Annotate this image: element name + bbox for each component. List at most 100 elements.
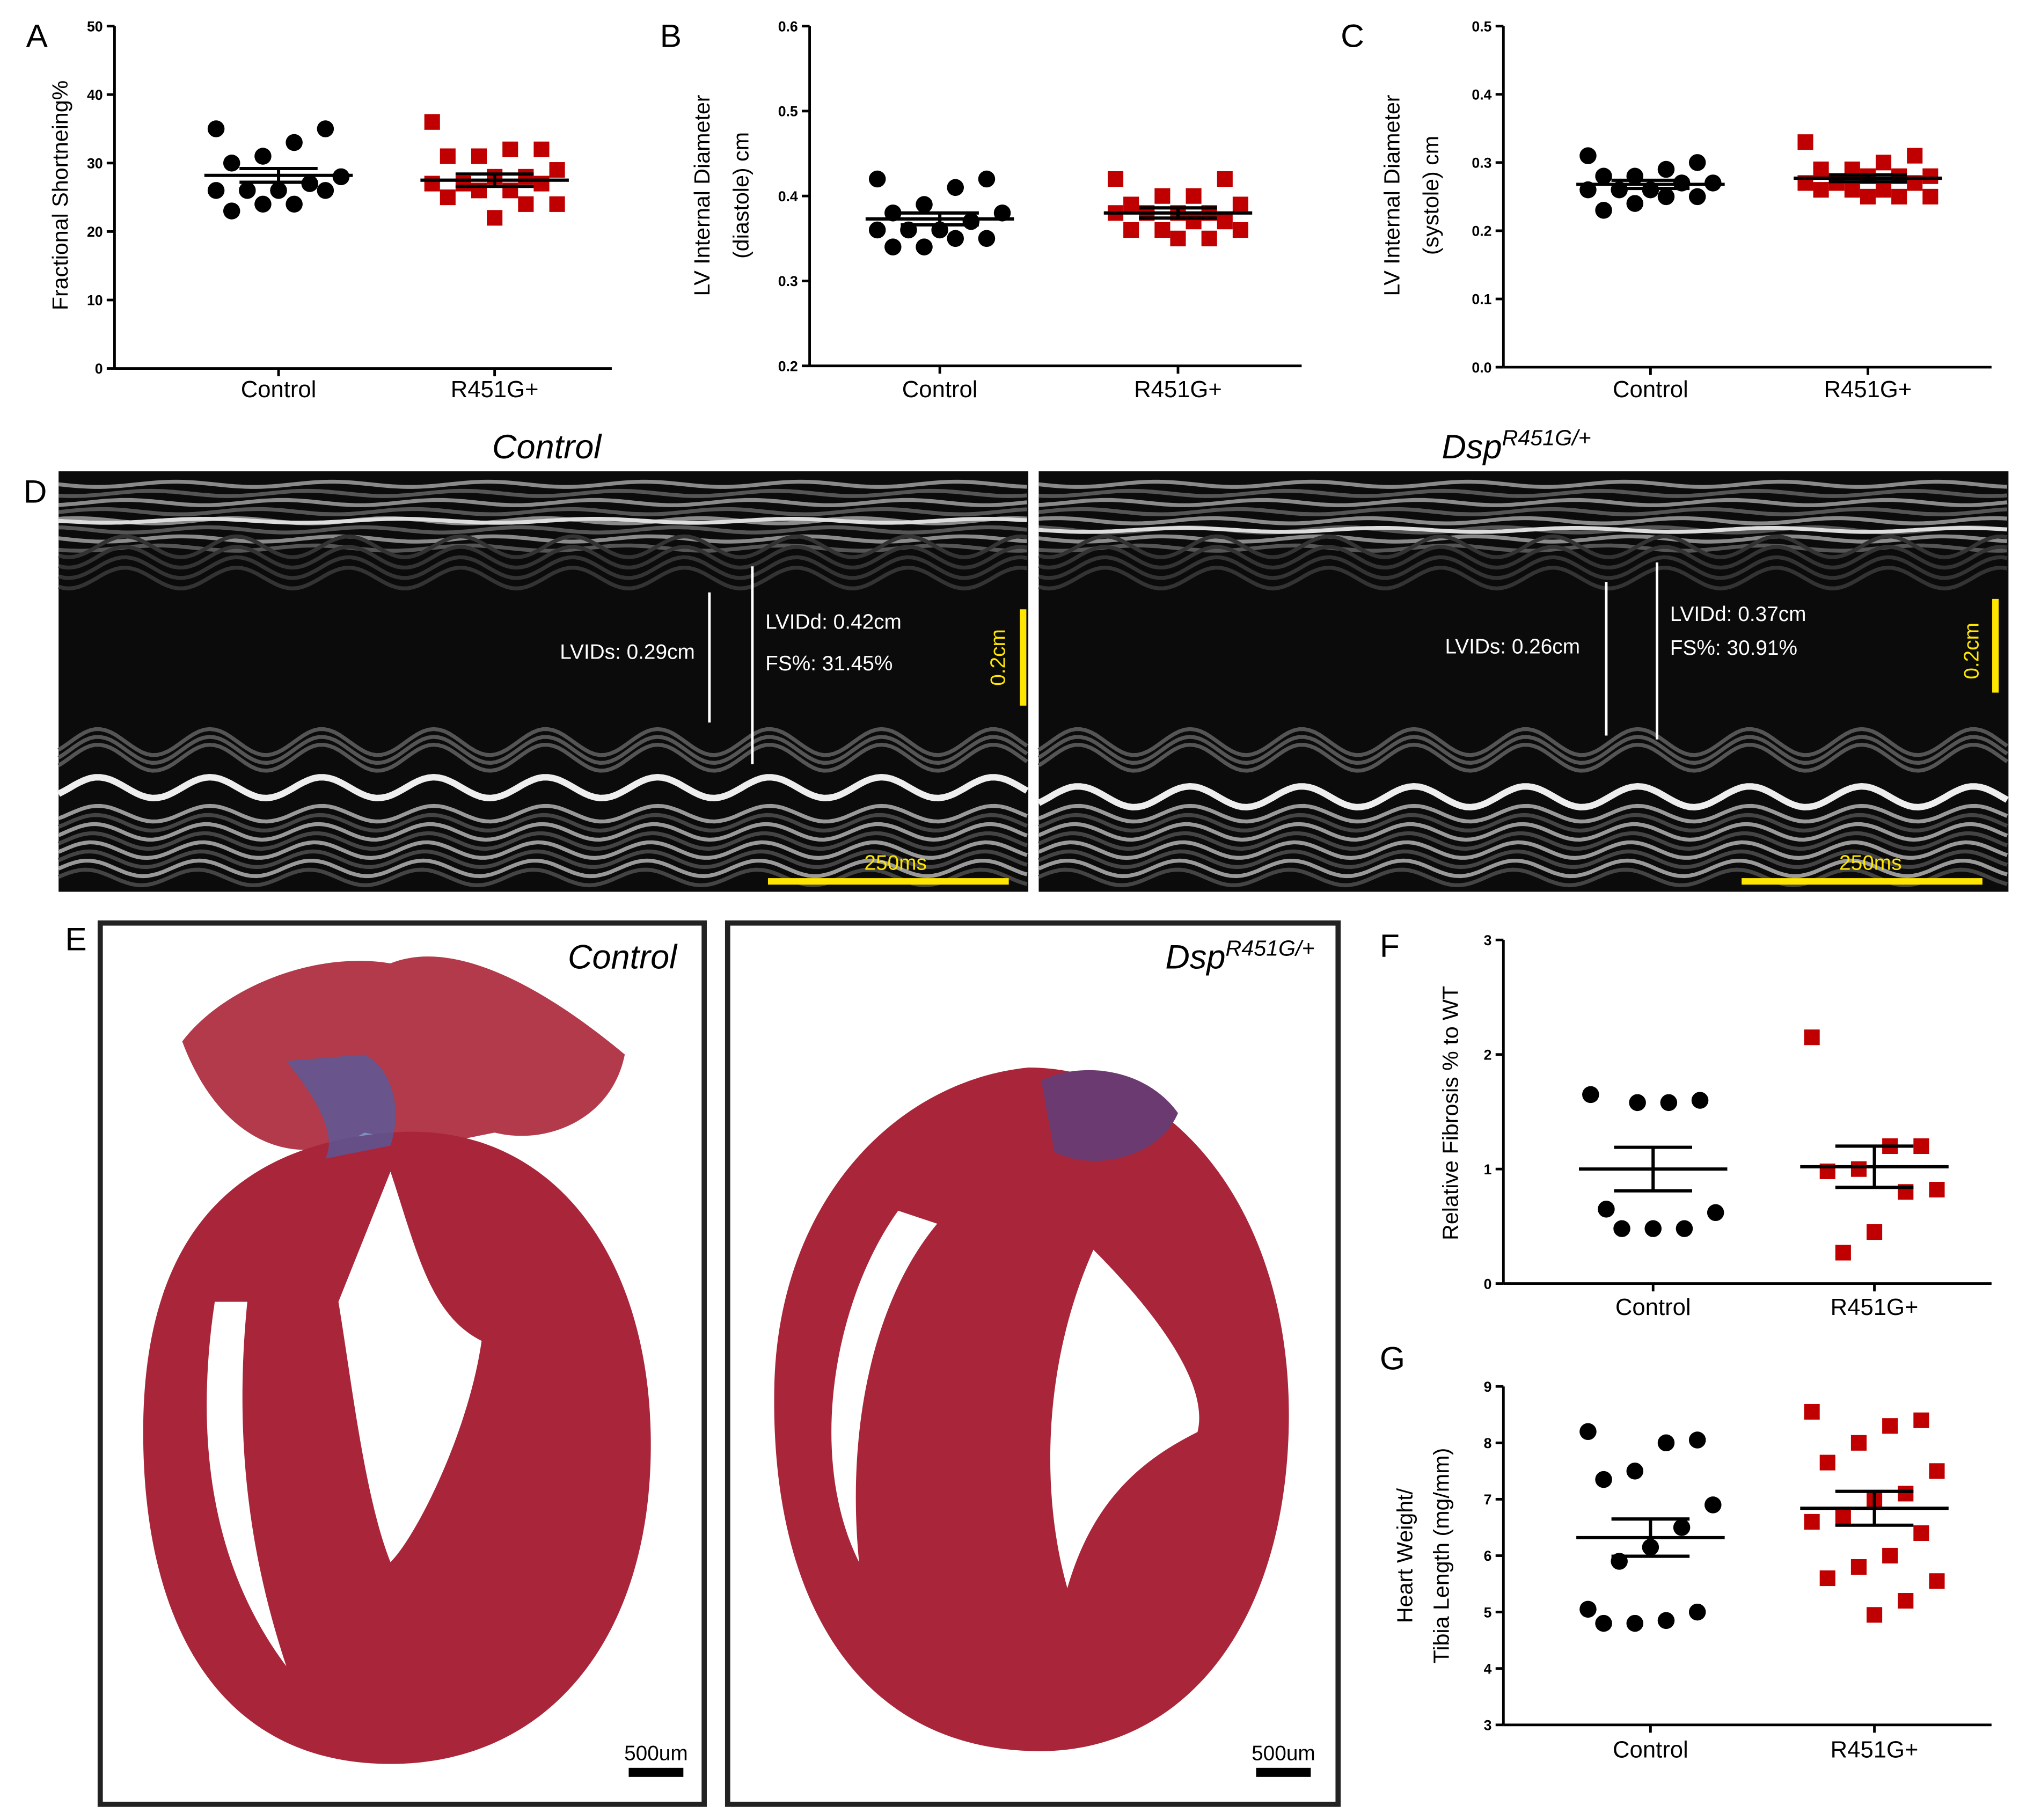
measure-label: LVIDd: 0.37cm [1670, 603, 1806, 626]
echo-band [57, 858, 1028, 879]
data-point [1913, 1412, 1929, 1428]
data-point [1866, 1224, 1883, 1240]
data-point [533, 176, 550, 192]
y-tick-label: 4 [1484, 1661, 1492, 1677]
y-axis-label: Heart Weight/ [1393, 1488, 1417, 1623]
echo-band [58, 534, 1028, 559]
panel-letter: A [26, 17, 48, 54]
data-point [254, 148, 272, 165]
data-point [1186, 188, 1202, 204]
data-point [1835, 1508, 1851, 1524]
data-point [1579, 147, 1597, 164]
echo-band [1038, 534, 2008, 559]
y-tick-label: 20 [87, 224, 103, 240]
scale-label: 500um [624, 1742, 688, 1765]
data-point [1860, 188, 1876, 204]
echo-band [1038, 555, 2008, 580]
y-tick-label: 0 [1484, 1276, 1492, 1292]
echo-band [57, 813, 1028, 833]
data-point [223, 202, 240, 220]
y-tick-label: 3 [1484, 932, 1492, 948]
data-point [1201, 230, 1217, 246]
data-point [1875, 182, 1892, 198]
image-title: Control [568, 939, 678, 976]
data-point [1582, 1086, 1599, 1103]
data-point [1898, 1593, 1914, 1609]
echo-band [1038, 831, 2008, 851]
data-point [1882, 1547, 1898, 1564]
data-point [1922, 188, 1938, 204]
data-point [947, 179, 964, 196]
echo-band [1038, 840, 2008, 860]
echo-band [57, 735, 1028, 765]
y-tick-label: 40 [87, 87, 103, 103]
echo-band [1038, 813, 2008, 833]
data-point [1217, 214, 1233, 230]
y-tick-label: 0.2 [778, 358, 798, 374]
data-point [1108, 171, 1124, 187]
ventricle-cavity [831, 1210, 938, 1562]
title-text: Control [492, 428, 602, 466]
data-point [440, 148, 456, 164]
echo-band [1038, 507, 2008, 516]
x-tick-label: R451G+ [1134, 376, 1222, 403]
echo-band [1037, 783, 2009, 810]
data-point [1835, 1245, 1851, 1261]
image-title: DspR451G/+ [1165, 935, 1314, 976]
data-point [1882, 1418, 1898, 1434]
x-tick-label: R451G+ [1824, 376, 1912, 403]
data-point [1629, 1094, 1646, 1112]
y-tick-label: 0.5 [778, 104, 798, 120]
y-axis-label: Tibia Length (mg/mm) [1429, 1448, 1453, 1664]
data-point [549, 162, 565, 178]
data-point [1844, 182, 1860, 198]
y-tick-label: 7 [1484, 1492, 1492, 1508]
echo-band [57, 803, 1028, 824]
data-point [1819, 1570, 1835, 1587]
y-tick-label: 0 [95, 361, 103, 377]
echo-band [57, 831, 1028, 851]
y-tick-label: 3 [1484, 1717, 1492, 1733]
data-point [1595, 1614, 1612, 1632]
y-axis-label: LV Internal Diameter [690, 94, 714, 296]
echo-band [1038, 488, 2008, 498]
echo-band [58, 488, 1027, 498]
y-axis-label: Fractional Shortneing% [48, 81, 72, 310]
data-point [1813, 162, 1829, 178]
data-point [1626, 195, 1644, 212]
x-tick-label: R451G+ [1831, 1294, 1919, 1320]
y-tick-label: 0.4 [1472, 86, 1491, 103]
ventricle-cavity [338, 1172, 482, 1562]
data-point [1154, 222, 1171, 238]
scale-label: 250ms [864, 851, 926, 874]
scale-bar [628, 1767, 684, 1777]
data-point [1804, 1029, 1820, 1046]
echo-band [1038, 565, 2008, 591]
y-tick-label: 0.4 [778, 188, 798, 204]
data-point [1186, 214, 1202, 230]
echo-band [57, 822, 1028, 842]
y-tick-label: 0.5 [1472, 18, 1491, 34]
echo-band [1038, 545, 2008, 570]
y-axis-label: LV Internal Diameter [1379, 94, 1404, 296]
echo-band [58, 555, 1028, 580]
data-point [978, 230, 996, 247]
data-point [1913, 1138, 1929, 1154]
y-tick-label: 2 [1484, 1047, 1492, 1063]
echo-band [1038, 526, 2008, 534]
fibrosis [1041, 1070, 1178, 1161]
data-point [1657, 188, 1675, 206]
echo-band [58, 507, 1027, 516]
echo-band [1038, 858, 2008, 879]
y-axis-label: (systole) cm [1418, 136, 1443, 255]
data-point [1595, 1471, 1612, 1488]
data-point [1232, 222, 1248, 238]
y-tick-label: 8 [1484, 1435, 1492, 1451]
data-point [978, 170, 996, 188]
data-point [1850, 1559, 1867, 1575]
panel-letter: C [1341, 17, 1364, 54]
echo-band [58, 565, 1028, 591]
data-point [270, 182, 287, 199]
data-point [868, 221, 886, 239]
